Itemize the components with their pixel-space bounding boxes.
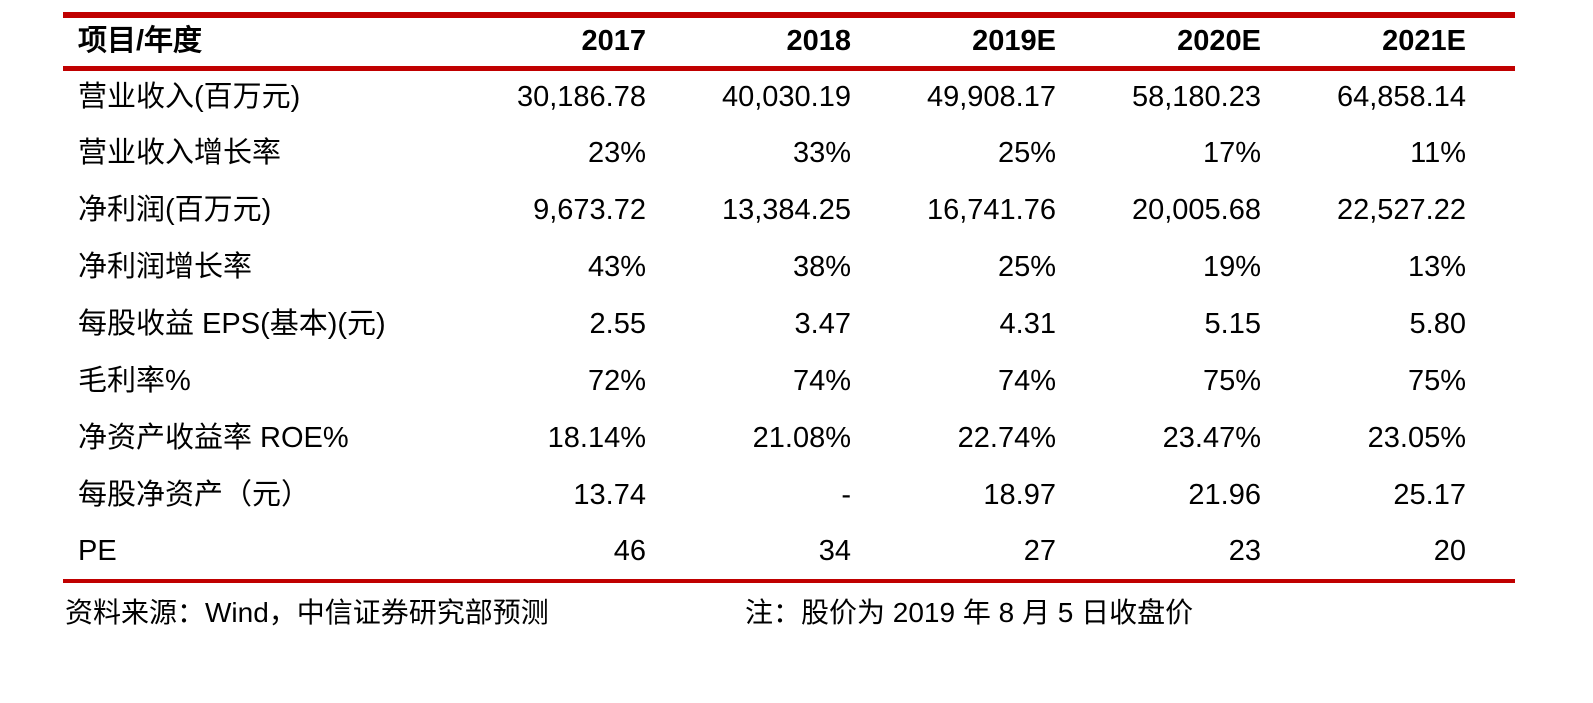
table-header-row: 项目/年度 2017 2018 2019E 2020E 2021E <box>63 15 1515 68</box>
cell-value: 18.97 <box>983 479 1056 511</box>
cell-value: 74% <box>997 365 1056 397</box>
cell-value: - <box>841 479 851 511</box>
cell-value: 46 <box>613 535 646 567</box>
row-label: 营业收入增长率 <box>78 137 282 169</box>
row-label: 净利润增长率 <box>78 251 253 283</box>
cell-value: 22.74% <box>957 422 1056 454</box>
cell-value: 9,673.72 <box>533 194 646 226</box>
cell-value: 38% <box>792 251 851 283</box>
cell-value: 25% <box>997 251 1056 283</box>
cell-value: 30,186.78 <box>516 81 646 114</box>
row-label: 毛利率% <box>78 365 191 397</box>
table-row-gross-margin: 毛利率% 72% 74% 74% 75% 75% <box>63 353 1515 410</box>
row-label: 净利润(百万元) <box>78 194 272 226</box>
cell-value: 43% <box>587 251 646 283</box>
cell-value: 11% <box>1410 137 1466 169</box>
source-attribution: 资料来源：Wind，中信证券研究部预测 <box>65 597 549 628</box>
cell-value: 4.31 <box>999 308 1056 340</box>
financial-forecast-table: 项目/年度 2017 2018 2019E 2020E 2021E 营业收入(百… <box>63 12 1515 583</box>
cell-value: 20,005.68 <box>1131 194 1261 226</box>
header-col-2018: 2018 <box>786 25 851 58</box>
cell-value: 13.74 <box>573 479 646 511</box>
header-col-2017: 2017 <box>581 25 646 58</box>
cell-value: 2.55 <box>589 308 646 340</box>
cell-value: 5.15 <box>1204 308 1261 340</box>
cell-value: 13% <box>1407 251 1466 283</box>
cell-value: 20 <box>1433 535 1466 567</box>
table-row-net-profit: 净利润(百万元) 9,673.72 13,384.25 16,741.76 20… <box>63 182 1515 239</box>
price-date-note: 注：股价为 2019 年 8 月 5 日收盘价 <box>745 597 1194 628</box>
cell-value: 75% <box>1202 365 1261 397</box>
cell-value: 18.14% <box>547 422 646 454</box>
header-col-2019e: 2019E <box>972 25 1056 58</box>
row-label: 每股净资产（元） <box>78 479 311 511</box>
cell-value: 75% <box>1407 365 1466 397</box>
row-label: PE <box>78 535 117 567</box>
header-col-2021e: 2021E <box>1382 25 1466 58</box>
cell-value: 16,741.76 <box>926 194 1056 226</box>
row-label: 营业收入(百万元) <box>78 81 301 114</box>
cell-value: 23.47% <box>1162 422 1261 454</box>
cell-value: 74% <box>792 365 851 397</box>
table-row-roe: 净资产收益率 ROE% 18.14% 21.08% 22.74% 23.47% … <box>63 410 1515 467</box>
row-label: 净资产收益率 ROE% <box>78 422 349 454</box>
cell-value: 34 <box>818 535 851 567</box>
table-row-revenue-growth: 营业收入增长率 23% 33% 25% 17% 11% <box>63 125 1515 182</box>
cell-value: 22,527.22 <box>1336 194 1466 226</box>
cell-value: 23 <box>1228 535 1261 567</box>
header-item-year-label: 项目/年度 <box>78 25 203 58</box>
cell-value: 21.08% <box>752 422 851 454</box>
cell-value: 27 <box>1023 535 1056 567</box>
cell-value: 17% <box>1202 137 1261 169</box>
table-footer: 资料来源：Wind，中信证券研究部预测 注：股价为 2019 年 8 月 5 日… <box>63 590 1515 636</box>
cell-value: 19% <box>1202 251 1261 283</box>
cell-value: 3.47 <box>794 308 851 340</box>
cell-value: 25.17 <box>1393 479 1466 511</box>
table-row-pe: PE 46 34 27 23 20 <box>63 524 1515 581</box>
financial-forecast-table-wrap: 项目/年度 2017 2018 2019E 2020E 2021E 营业收入(百… <box>63 12 1515 636</box>
cell-value: 40,030.19 <box>721 81 851 114</box>
table-row-revenue: 营业收入(百万元) 30,186.78 40,030.19 49,908.17 … <box>63 68 1515 125</box>
header-col-2020e: 2020E <box>1177 25 1261 58</box>
cell-value: 5.80 <box>1409 308 1466 340</box>
cell-value: 64,858.14 <box>1336 81 1466 114</box>
cell-value: 72% <box>587 365 646 397</box>
table-row-bvps: 每股净资产（元） 13.74 - 18.97 21.96 25.17 <box>63 467 1515 524</box>
table-row-net-profit-growth: 净利润增长率 43% 38% 25% 19% 13% <box>63 239 1515 296</box>
cell-value: 23.05% <box>1367 422 1466 454</box>
cell-value: 23% <box>587 137 646 169</box>
cell-value: 21.96 <box>1188 479 1261 511</box>
cell-value: 25% <box>997 137 1056 169</box>
cell-value: 58,180.23 <box>1131 81 1261 114</box>
row-label: 每股收益 EPS(基本)(元) <box>78 308 386 340</box>
cell-value: 13,384.25 <box>721 194 851 226</box>
cell-value: 49,908.17 <box>926 81 1056 114</box>
cell-value: 33% <box>792 137 851 169</box>
table-row-eps: 每股收益 EPS(基本)(元) 2.55 3.47 4.31 5.15 5.80 <box>63 296 1515 353</box>
